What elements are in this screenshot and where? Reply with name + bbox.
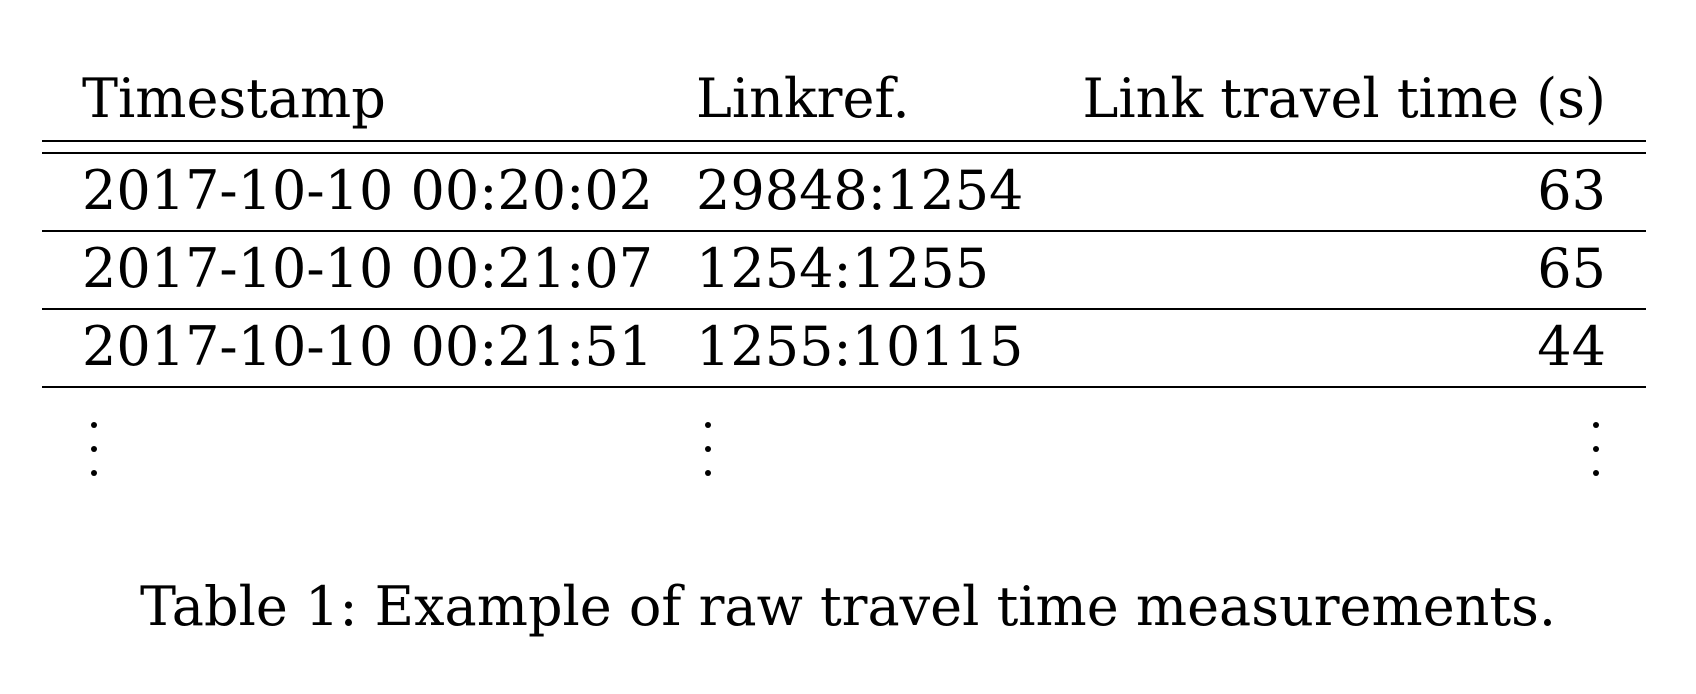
cell-linkref: 1255:10115: [696, 315, 1024, 378]
vertical-ellipsis-icon: [704, 422, 712, 488]
header-double-rule: [42, 140, 1646, 154]
table-row: 2017-10-10 00:21:51 1255:10115 44: [42, 310, 1646, 386]
header-linkref: Linkref.: [696, 67, 910, 130]
table-row: 2017-10-10 00:20:02 29848:1254 63: [42, 154, 1646, 230]
table-header-row: Timestamp Linkref. Link travel time (s): [42, 60, 1646, 140]
cell-timestamp: 2017-10-10 00:21:07: [82, 237, 654, 300]
cell-linkref: 29848:1254: [696, 159, 1024, 222]
header-link-travel-time: Link travel time (s): [1082, 67, 1606, 130]
continuation-row: [42, 388, 1646, 498]
row-rule: [42, 386, 1646, 388]
vertical-ellipsis-icon: [1592, 422, 1600, 488]
cell-linkref: 1254:1255: [696, 237, 990, 300]
cell-travel-time: 44: [1537, 315, 1606, 378]
table-caption: Table 1: Example of raw travel time meas…: [139, 575, 1557, 638]
cell-timestamp: 2017-10-10 00:21:51: [82, 315, 654, 378]
header-timestamp: Timestamp: [82, 67, 386, 130]
measurements-table: Timestamp Linkref. Link travel time (s) …: [42, 60, 1646, 498]
cell-travel-time: 63: [1537, 159, 1606, 222]
row-rule: [42, 308, 1646, 310]
cell-timestamp: 2017-10-10 00:20:02: [82, 159, 654, 222]
row-rule: [42, 230, 1646, 232]
vertical-ellipsis-icon: [90, 422, 98, 488]
table-row: 2017-10-10 00:21:07 1254:1255 65: [42, 232, 1646, 308]
cell-travel-time: 65: [1537, 237, 1606, 300]
